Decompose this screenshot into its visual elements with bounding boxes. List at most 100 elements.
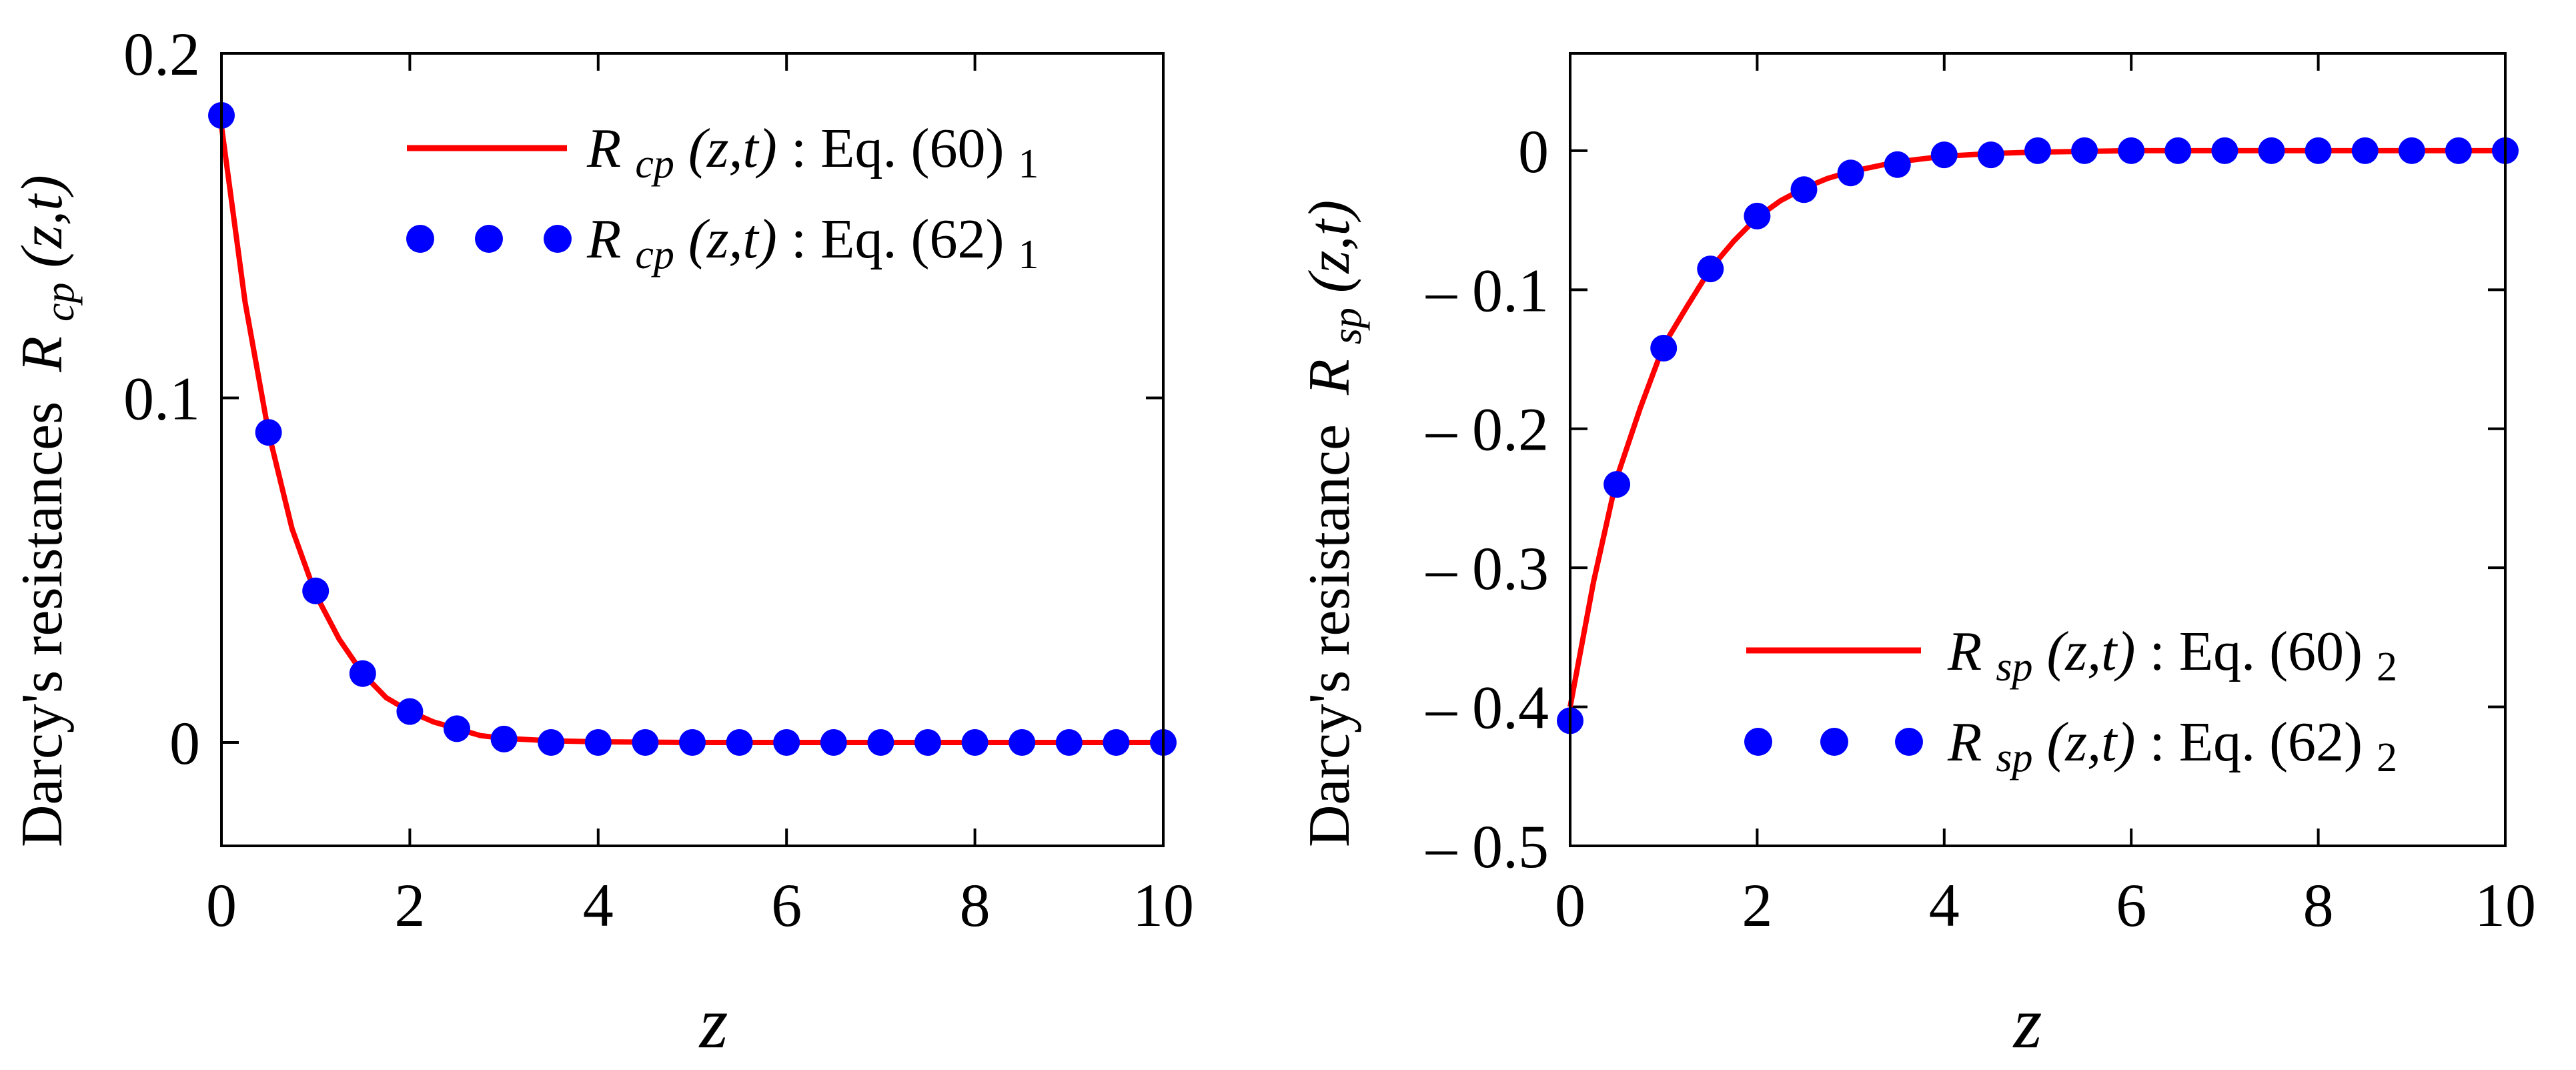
data-point <box>2398 137 2425 164</box>
data-point <box>2071 137 2098 164</box>
legend-marker-swatch <box>1820 728 1848 756</box>
legend-eq-subscript: 2 <box>2377 735 2397 780</box>
data-point <box>538 729 565 756</box>
legend-subscript: cp <box>635 232 674 278</box>
legend-eq: : Eq. (60) <box>2149 620 2363 682</box>
data-point <box>1930 141 1958 169</box>
data-point <box>1977 141 2004 169</box>
legend-entry-line: R sp (z,t) : Eq. (60) 2 <box>1947 620 2397 693</box>
legend-entry-markers: R sp (z,t) : Eq. (62) 2 <box>1947 711 2397 784</box>
data-point <box>2024 137 2051 164</box>
data-point <box>2351 137 2379 164</box>
legend-marker-swatch <box>406 225 434 253</box>
x-axis-label: z <box>698 982 728 1063</box>
y-tick-label: 0 <box>169 709 200 777</box>
data-point <box>1744 202 1771 229</box>
data-point <box>396 698 424 725</box>
legend-subscript: cp <box>635 141 674 187</box>
legend-entry-markers: R cp (z,t) : Eq. (62) 1 <box>586 208 1039 281</box>
data-point <box>349 660 376 687</box>
data-point <box>490 725 518 752</box>
data-point <box>1884 151 1911 178</box>
y-tick-label: – 0.2 <box>1425 396 1549 464</box>
data-point <box>773 729 800 756</box>
y-tick-label: – 0.3 <box>1425 534 1549 602</box>
data-point <box>1697 255 1724 283</box>
x-tick-label: 10 <box>2475 871 2536 939</box>
y-axis-label-text: Darcy's resistance <box>1297 424 1362 847</box>
legend-args: (z,t) <box>688 117 777 179</box>
legend-symbol: R <box>1947 620 1982 682</box>
x-tick-label: 0 <box>1555 871 1585 939</box>
x-tick-labels: 0 2 4 6 8 10 <box>1555 871 2536 939</box>
data-point <box>914 729 941 756</box>
y-axis-label-subscript: sp <box>1325 308 1370 344</box>
legend-marker-swatch <box>544 225 572 253</box>
data-point <box>961 729 989 756</box>
legend-eq-subscript: 1 <box>1018 232 1039 278</box>
data-point <box>2164 137 2192 164</box>
x-tick-label: 8 <box>2303 871 2334 939</box>
legend-symbol: R <box>586 208 621 270</box>
data-point <box>1603 471 1631 498</box>
x-tick-label: 4 <box>1929 871 1960 939</box>
x-tick-label: 2 <box>1742 871 1772 939</box>
data-point <box>632 729 659 756</box>
data-point <box>2118 137 2145 164</box>
legend-marker-swatch <box>1744 728 1772 756</box>
legend-eq: : Eq. (60) <box>791 117 1005 179</box>
data-point <box>2305 137 2332 164</box>
legend-marker-swatch <box>475 225 503 253</box>
x-tick-label: 2 <box>394 871 425 939</box>
legend-eq-subscript: 1 <box>1018 141 1039 187</box>
x-tick-label: 0 <box>206 871 237 939</box>
y-tick-labels: 0 0.1 0.2 <box>123 20 200 777</box>
data-point <box>1837 159 1864 187</box>
x-axis-label: z <box>2012 982 2042 1063</box>
legend-symbol: R <box>1947 711 1982 773</box>
legend-entry-line: R cp (z,t) : Eq. (60) 1 <box>586 117 1039 190</box>
y-axis-label: Darcy's resistance R sp (z,t) <box>1297 200 1374 847</box>
x-tick-label: 6 <box>2116 871 2146 939</box>
x-tick-label: 4 <box>583 871 614 939</box>
y-axis-label-args: (z,t) <box>1297 200 1362 293</box>
legend-args: (z,t) <box>2046 620 2135 682</box>
data-point <box>444 715 470 742</box>
y-axis-label-text: Darcy's resistances <box>10 402 75 847</box>
y-axis-label-args: (z,t) <box>10 175 75 268</box>
data-point <box>2258 137 2285 164</box>
y-axis-label: Darcy's resistances R cp (z,t) <box>10 175 87 847</box>
y-axis-label-symbol: R <box>1297 359 1362 396</box>
plot-frame <box>220 52 1165 847</box>
data-point <box>1650 334 1678 362</box>
legend: R sp (z,t) : Eq. (60) 2 R sp (z,t) : Eq.… <box>1744 620 2397 784</box>
y-tick-label: 0.1 <box>123 365 200 433</box>
legend-subscript: sp <box>1996 644 2032 690</box>
data-point <box>1055 729 1083 756</box>
data-point <box>2211 137 2238 164</box>
data-point <box>1103 729 1130 756</box>
data-point <box>726 729 753 756</box>
series-layer <box>208 102 1177 756</box>
data-point <box>302 577 330 604</box>
data-point <box>584 729 612 756</box>
y-axis-label-symbol: R <box>10 336 75 373</box>
legend: R cp (z,t) : Eq. (60) 1 R cp (z,t) : Eq.… <box>406 117 1039 281</box>
x-tick-label: 6 <box>771 871 802 939</box>
x-tick-labels: 0 2 4 6 8 10 <box>206 871 1194 939</box>
series-layer <box>1557 137 2519 734</box>
data-point <box>2445 137 2472 164</box>
legend-eq: : Eq. (62) <box>791 208 1005 270</box>
y-tick-label: – 0.5 <box>1425 813 1549 881</box>
legend-eq-subscript: 2 <box>2377 644 2397 690</box>
legend-symbol: R <box>586 117 621 179</box>
legend-subscript: sp <box>1996 735 2032 780</box>
y-tick-label: – 0.1 <box>1425 256 1549 324</box>
legend-args: (z,t) <box>2046 711 2135 773</box>
y-axis-label-subscript: cp <box>37 282 83 322</box>
y-tick-label: – 0.4 <box>1425 674 1549 742</box>
y-tick-label: 0.2 <box>123 20 200 88</box>
legend-args: (z,t) <box>688 208 777 270</box>
x-tick-label: 8 <box>960 871 991 939</box>
